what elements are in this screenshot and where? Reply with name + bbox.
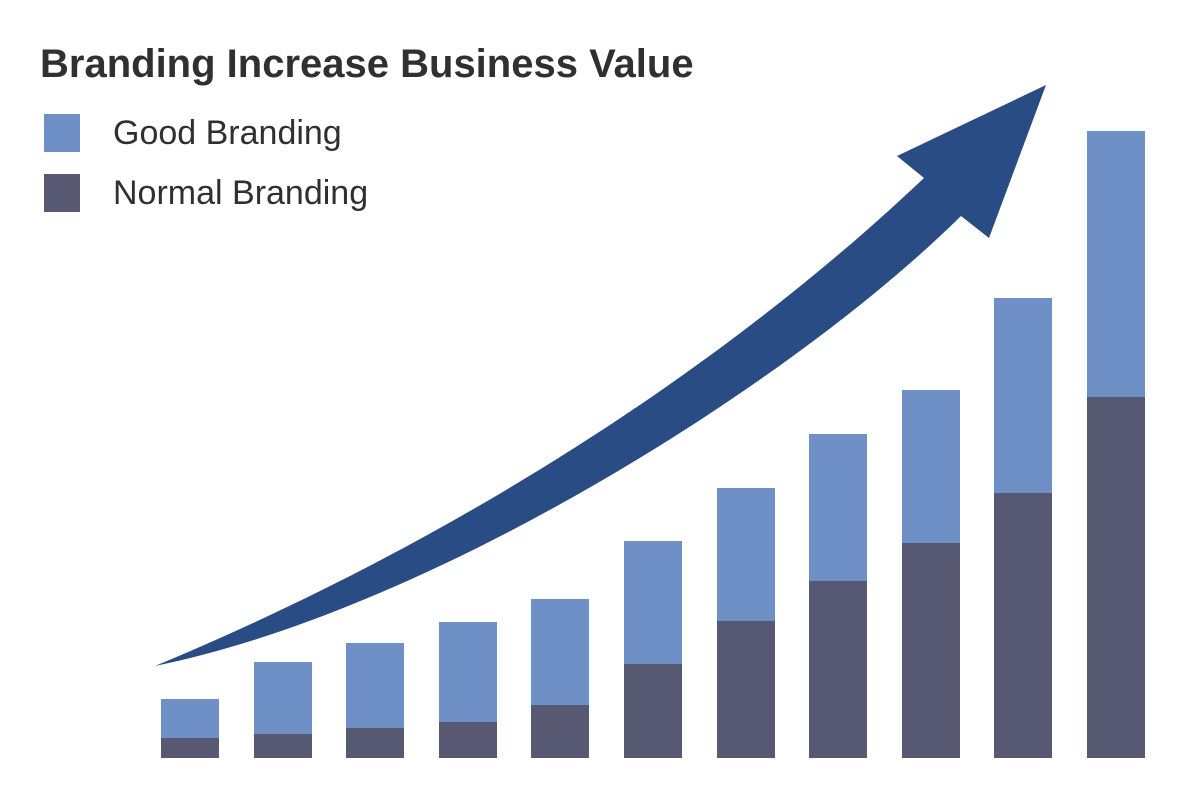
bar-group (624, 541, 682, 758)
bar-segment-normal-branding (254, 734, 312, 758)
bar-segment-good-branding (809, 434, 867, 581)
bar-segment-normal-branding (809, 581, 867, 758)
legend-swatch-good-branding (44, 114, 80, 152)
bar-segment-good-branding (994, 298, 1052, 493)
bar-segment-good-branding (717, 488, 775, 621)
bar-segment-good-branding (439, 622, 497, 722)
bar-segment-normal-branding (531, 705, 589, 758)
bar-segment-good-branding (624, 541, 682, 664)
growth-arrow-shape (155, 85, 1046, 666)
legend-item-normal-branding: Normal Branding (44, 174, 368, 212)
bar-segment-good-branding (531, 599, 589, 705)
bar-group (439, 622, 497, 758)
chart-title: Branding Increase Business Value (40, 42, 694, 86)
bar-segment-normal-branding (994, 493, 1052, 758)
bar-segment-normal-branding (439, 722, 497, 758)
bar-segment-good-branding (254, 662, 312, 734)
bar-group (161, 699, 219, 758)
bar-segment-normal-branding (624, 664, 682, 758)
bar-group (809, 434, 867, 758)
bar-segment-normal-branding (1087, 397, 1145, 758)
legend-swatch-normal-branding (44, 174, 80, 212)
bar-segment-normal-branding (346, 728, 404, 758)
bar-segment-normal-branding (161, 738, 219, 758)
legend-item-good-branding: Good Branding (44, 114, 368, 152)
bar-segment-good-branding (161, 699, 219, 738)
legend: Good Branding Normal Branding (44, 114, 368, 212)
bar-segment-normal-branding (902, 543, 960, 758)
bar-group (1087, 131, 1145, 758)
bar-segment-good-branding (902, 390, 960, 543)
bar-group (902, 390, 960, 758)
legend-label-normal-branding: Normal Branding (113, 173, 369, 212)
bar-group (531, 599, 589, 758)
bar-group (346, 643, 404, 758)
bar-segment-normal-branding (717, 621, 775, 758)
bar-segment-good-branding (346, 643, 404, 728)
bar-group (717, 488, 775, 758)
bar-group (994, 298, 1052, 758)
bar-group (254, 662, 312, 758)
legend-label-good-branding: Good Branding (113, 113, 342, 152)
bar-segment-good-branding (1087, 131, 1145, 397)
